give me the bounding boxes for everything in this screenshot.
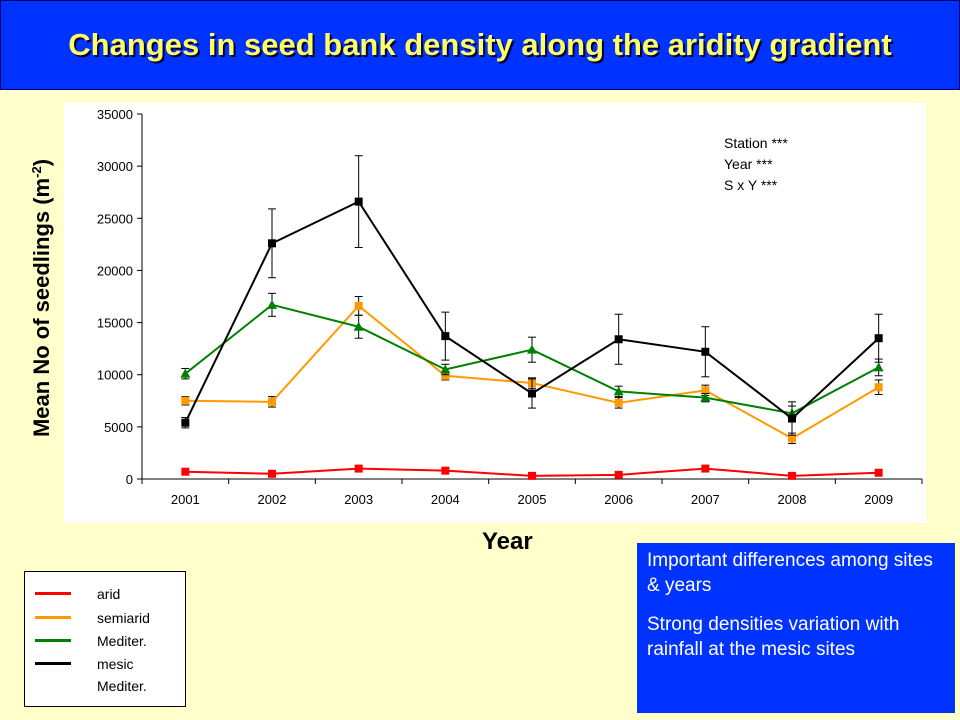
legend-item-mesic-mediter: mesic Mediter.	[25, 654, 185, 698]
data-point	[874, 468, 883, 477]
legend-label-mediter: Mediter.	[97, 633, 147, 649]
data-point	[441, 466, 450, 475]
legend-swatch-semiarid	[35, 616, 71, 619]
legend-label-semiarid: semiarid	[97, 610, 150, 626]
data-point	[700, 392, 711, 402]
y-tick-label: 5000	[104, 420, 133, 435]
data-point	[354, 464, 363, 473]
data-point	[528, 471, 536, 480]
data-point	[788, 414, 796, 423]
data-point	[874, 334, 883, 343]
y-tick-label: 30000	[97, 159, 133, 174]
y-axis-label-close: )	[29, 158, 55, 167]
data-point	[701, 464, 710, 473]
data-point	[441, 371, 450, 380]
series-arid	[181, 464, 883, 480]
x-tick-label: 2008	[778, 492, 807, 507]
series-mesic-mediter	[181, 155, 883, 436]
legend-label-arid: arid	[97, 586, 121, 602]
y-axis-label-text: Mean No of seedlings (m	[29, 177, 55, 438]
x-tick-label: 2007	[691, 492, 720, 507]
data-point	[353, 321, 364, 331]
y-tick-label: 10000	[97, 368, 133, 383]
legend-item-semiarid: semiarid	[25, 608, 185, 628]
x-axis-label: Year	[482, 528, 533, 555]
data-point	[788, 434, 796, 443]
data-point	[180, 368, 191, 378]
data-point	[181, 418, 190, 427]
y-tick-label: 15000	[97, 316, 133, 331]
note-line-1: Important differences among sites & year…	[647, 550, 933, 596]
x-tick-label: 2004	[431, 492, 460, 507]
legend-item-mediter: Mediter.	[25, 631, 185, 651]
legend-swatch-mediter	[35, 639, 71, 642]
stat-station: Station ***	[724, 135, 788, 151]
data-point	[701, 386, 710, 395]
x-tick-label: 2006	[604, 492, 633, 507]
y-tick-label: 25000	[97, 211, 133, 226]
data-point	[268, 397, 276, 406]
stat-interaction: S x Y ***	[724, 177, 778, 193]
legend: arid semiarid Mediter. mesic Mediter.	[24, 571, 186, 707]
data-point	[788, 471, 796, 480]
title-bar: Changes in seed bank density along the a…	[0, 0, 960, 90]
data-point	[614, 470, 623, 479]
data-point	[441, 332, 450, 341]
data-point	[181, 396, 190, 405]
legend-swatch-mesic-mediter	[35, 662, 71, 665]
data-point	[268, 469, 276, 478]
data-point	[614, 398, 623, 407]
data-point	[354, 301, 363, 310]
plot-panel	[64, 103, 926, 523]
stat-year: Year ***	[724, 156, 773, 172]
data-point	[268, 239, 276, 248]
y-tick-label: 35000	[97, 107, 133, 122]
data-point	[873, 362, 884, 372]
legend-swatch-arid	[35, 592, 71, 595]
data-point	[267, 299, 277, 309]
page-title: Changes in seed bank density along the a…	[68, 27, 892, 62]
legend-label-mesic-line2: Mediter.	[97, 678, 147, 694]
y-tick-label: 20000	[97, 263, 133, 278]
data-point	[354, 197, 363, 206]
y-axis-label-superscript: -2	[28, 166, 44, 178]
data-point	[614, 335, 623, 344]
data-point	[613, 386, 624, 396]
series-mediter	[180, 292, 884, 422]
data-point	[527, 344, 537, 354]
data-point	[440, 364, 451, 374]
data-point	[701, 347, 710, 356]
data-point	[528, 389, 536, 398]
data-point	[874, 383, 883, 392]
legend-item-arid: arid	[25, 584, 185, 604]
x-tick-label: 2009	[864, 492, 893, 507]
x-tick-label: 2005	[518, 492, 547, 507]
note-line-2: Strong densities variation with rainfall…	[647, 614, 900, 660]
x-tick-label: 2001	[171, 492, 200, 507]
x-tick-label: 2002	[258, 492, 287, 507]
y-tick-label: 0	[126, 472, 133, 487]
x-tick-label: 2003	[344, 492, 373, 507]
legend-label-mesic: mesic	[97, 656, 134, 672]
note-box: Important differences among sites & year…	[637, 543, 955, 713]
y-axis-label: Mean No of seedlings (m-2)	[29, 159, 55, 437]
stats-annotation: Station *** Year *** S x Y ***	[724, 133, 788, 196]
data-point	[181, 467, 190, 476]
